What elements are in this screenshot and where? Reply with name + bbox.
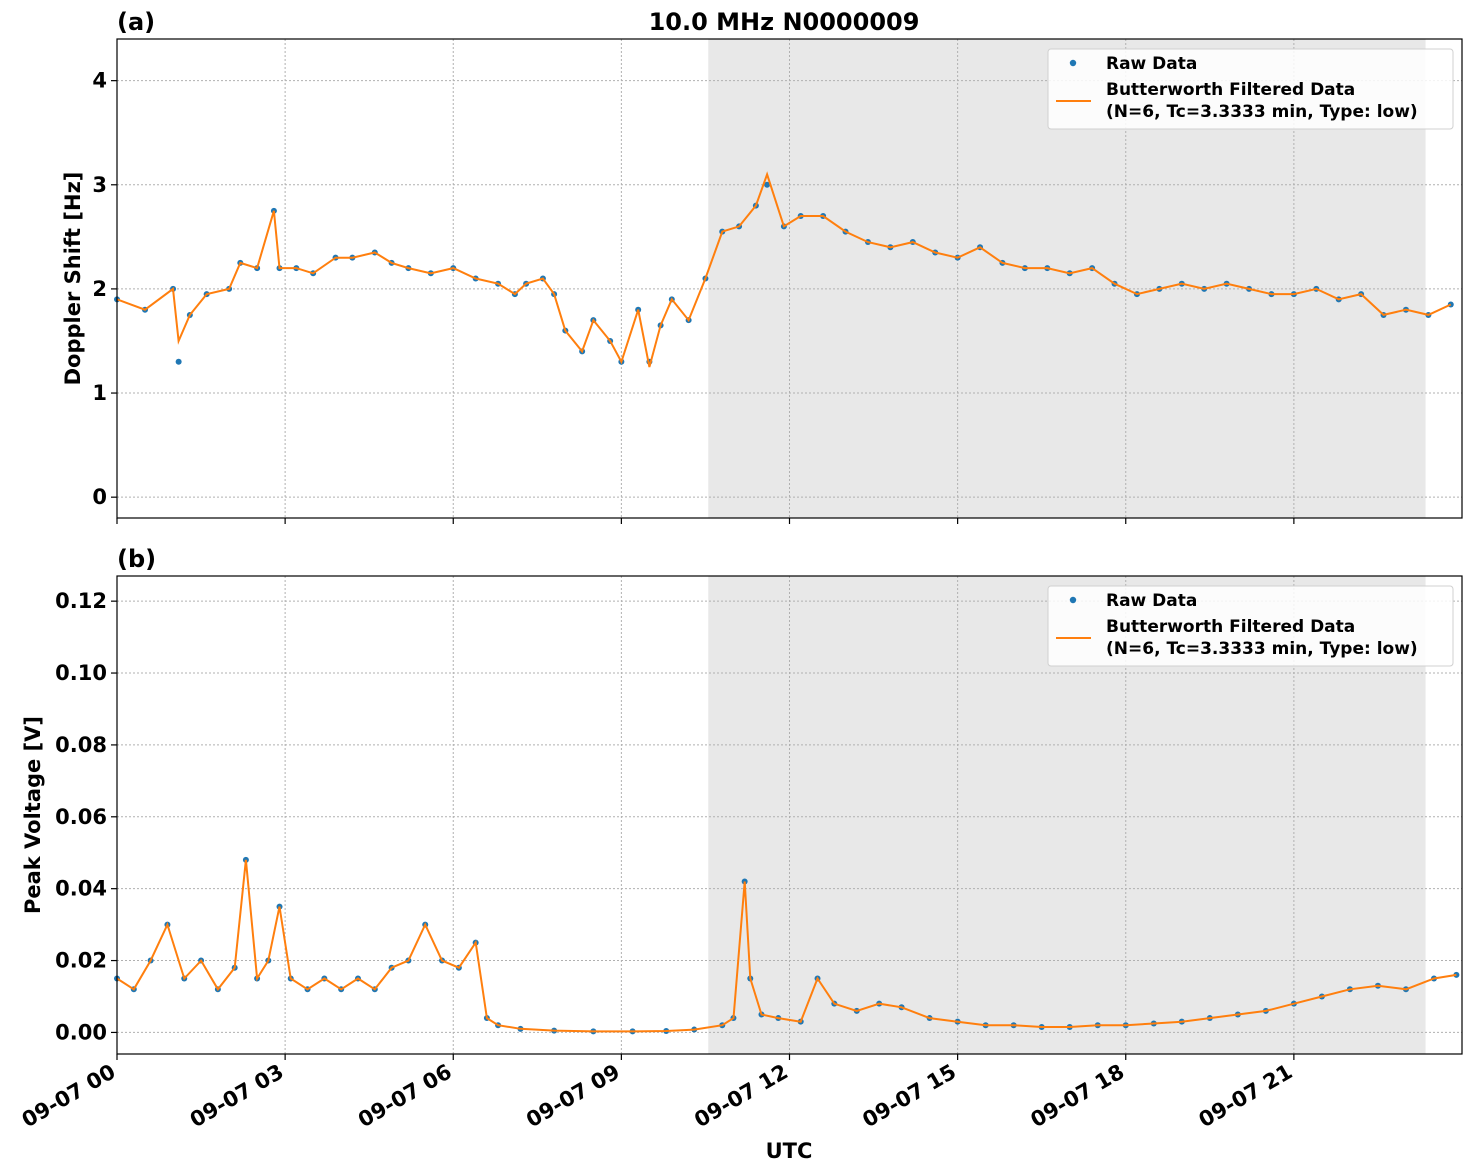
- y-axis-label: Doppler Shift [Hz]: [61, 172, 85, 386]
- x-ticks: [116, 518, 1295, 524]
- legend: Raw Data Butterworth Filtered Data (N=6,…: [1047, 48, 1454, 130]
- y-tick-label: 3: [92, 173, 107, 197]
- legend-box: [1047, 585, 1454, 667]
- legend-raw-marker: [1069, 596, 1077, 604]
- grid-lines: [116, 576, 1462, 1054]
- panel-a: (a) 0 1 2 3 4 Doppler Shift [Hz] Raw Data Bu…: [61, 8, 1463, 524]
- x-ticks: [116, 1054, 1295, 1060]
- y-tick-label: 0.02: [55, 949, 107, 973]
- legend-filtered-label: Butterworth Filtered Data: [1106, 617, 1355, 637]
- y-axis-label: Peak Voltage [V]: [21, 716, 45, 914]
- legend-raw-marker: [1069, 59, 1077, 67]
- y-tick-label: 4: [92, 69, 107, 93]
- x-tick-labels: 09-07 00 09-07 03 09-07 06 09-07 09 09-07 12…: [18, 1060, 1297, 1133]
- x-tick-label: 09-07 12: [690, 1060, 792, 1133]
- y-tick-label: 0.12: [55, 589, 107, 613]
- raw-data-point: [764, 181, 771, 188]
- y-tick-label: 0.00: [55, 1020, 107, 1044]
- filtered-line-layer: [116, 859, 1457, 1033]
- figure-title: 10.0 MHz N0000009: [649, 8, 920, 36]
- legend-raw-label: Raw Data: [1106, 591, 1197, 611]
- y-tick-label: 2: [92, 277, 107, 301]
- legend-raw-label: Raw Data: [1106, 54, 1197, 74]
- legend-filtered-params: (N=6, Tc=3.3333 min, Type: low): [1106, 639, 1418, 659]
- x-tick-label: 09-07 18: [1026, 1060, 1128, 1133]
- y-ticks: 0 1 2 3 4: [92, 69, 117, 509]
- y-tick-label: 0: [92, 485, 107, 509]
- x-tick-label: 09-07 09: [522, 1060, 624, 1133]
- x-tick-label: 09-07 21: [1195, 1060, 1297, 1133]
- x-tick-label: 09-07 03: [186, 1060, 288, 1133]
- legend-box: [1047, 48, 1454, 130]
- y-tick-label: 1: [92, 381, 107, 405]
- y-tick-label: 0.08: [55, 733, 107, 757]
- panel-label: (a): [117, 8, 155, 36]
- x-tick-label: 09-07 06: [354, 1060, 456, 1133]
- y-tick-label: 0.04: [55, 877, 107, 901]
- legend-filtered-params: (N=6, Tc=3.3333 min, Type: low): [1106, 102, 1418, 122]
- filtered-line-layer: [116, 171, 1452, 368]
- filtered-data-line: [116, 171, 1452, 368]
- x-tick-label: 09-07 00: [18, 1060, 120, 1133]
- grid-lines: [116, 39, 1462, 518]
- x-axis-label: UTC: [766, 1139, 813, 1163]
- legend: Raw Data Butterworth Filtered Data (N=6,…: [1047, 585, 1454, 667]
- y-ticks: 0.00 0.02 0.04 0.06 0.08 0.10 0.12: [55, 589, 117, 1044]
- panel-b: (b) 0.00 0.02 0.04 0.06 0.08 0.10 0.12 Peak Vo…: [21, 545, 1463, 1060]
- y-tick-label: 0.10: [55, 661, 107, 685]
- panel-label: (b): [117, 545, 156, 573]
- y-tick-label: 0.06: [55, 805, 107, 829]
- legend-filtered-label: Butterworth Filtered Data: [1106, 80, 1355, 100]
- filtered-data-line: [116, 859, 1457, 1033]
- raw-data-point: [175, 358, 182, 365]
- x-tick-label: 09-07 15: [858, 1060, 960, 1133]
